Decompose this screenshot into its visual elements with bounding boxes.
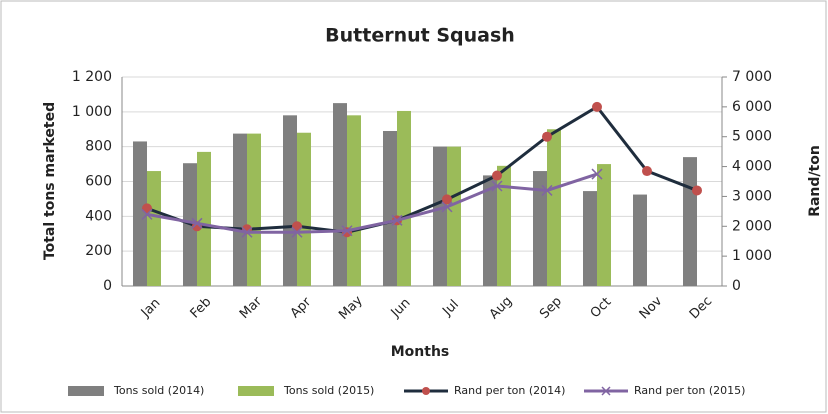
marker [591, 168, 603, 180]
marker [542, 131, 552, 142]
line [146, 172, 598, 234]
bar [233, 133, 247, 286]
bar [583, 191, 597, 286]
bar [533, 171, 547, 286]
y2-tick-label: 0 [732, 278, 741, 294]
bar [397, 110, 411, 287]
line [146, 104, 698, 234]
bar [447, 146, 461, 286]
bar [333, 103, 347, 286]
x-axis-title: Months [391, 344, 450, 360]
bar [197, 151, 211, 286]
bar [297, 132, 311, 286]
marker [592, 101, 602, 112]
bar [547, 129, 561, 286]
marker [341, 225, 353, 237]
marker [692, 185, 702, 196]
y2-tick-label: 3 000 [732, 188, 772, 204]
y2-tick-label: 4 000 [732, 159, 772, 175]
y2-tick-label: 5 000 [732, 129, 772, 145]
marker [241, 226, 253, 238]
marker [541, 184, 553, 196]
bar [683, 157, 697, 286]
marker [191, 217, 203, 229]
bar [247, 133, 261, 286]
y-tick-label: 0 [103, 278, 112, 294]
marker [391, 214, 403, 226]
bar [133, 141, 147, 286]
marker [441, 201, 453, 213]
marker [442, 194, 452, 205]
y-tick-label: 600 [85, 174, 112, 190]
bar [383, 130, 397, 286]
bar [633, 194, 647, 286]
legend-swatch [68, 386, 104, 396]
marker [141, 208, 153, 220]
marker [291, 226, 303, 238]
y-tick-label: 1 000 [72, 104, 112, 120]
legend-swatch [238, 386, 274, 396]
legend-label: Tons sold (2015) [283, 384, 374, 397]
bar [497, 165, 511, 286]
legend-label: Rand per ton (2015) [634, 384, 745, 397]
chart-title: Butternut Squash [325, 25, 515, 47]
y2-tick-label: 1 000 [732, 248, 772, 264]
bar [597, 164, 611, 286]
y-tick-label: 800 [85, 139, 112, 155]
y2-tick-label: 2 000 [732, 218, 772, 234]
marker [642, 166, 652, 177]
bar [147, 171, 161, 286]
legend-label: Tons sold (2014) [113, 384, 204, 397]
y2-tick-label: 7 000 [732, 69, 772, 85]
y-tick-label: 400 [85, 208, 112, 224]
legend-label: Rand per ton (2014) [454, 384, 565, 397]
marker [491, 180, 503, 192]
y2-axis-title: Rand/ton [807, 145, 823, 217]
bar [283, 115, 297, 286]
marker [492, 170, 502, 181]
y2-tick-label: 6 000 [732, 99, 772, 115]
bar [347, 115, 361, 286]
y-tick-label: 1 200 [72, 69, 112, 85]
y-tick-label: 200 [85, 243, 112, 259]
bar [433, 146, 447, 286]
y-axis-title: Total tons marketed [42, 102, 58, 260]
bar [483, 175, 497, 286]
legend-marker [422, 387, 430, 395]
legend-marker [601, 386, 611, 396]
